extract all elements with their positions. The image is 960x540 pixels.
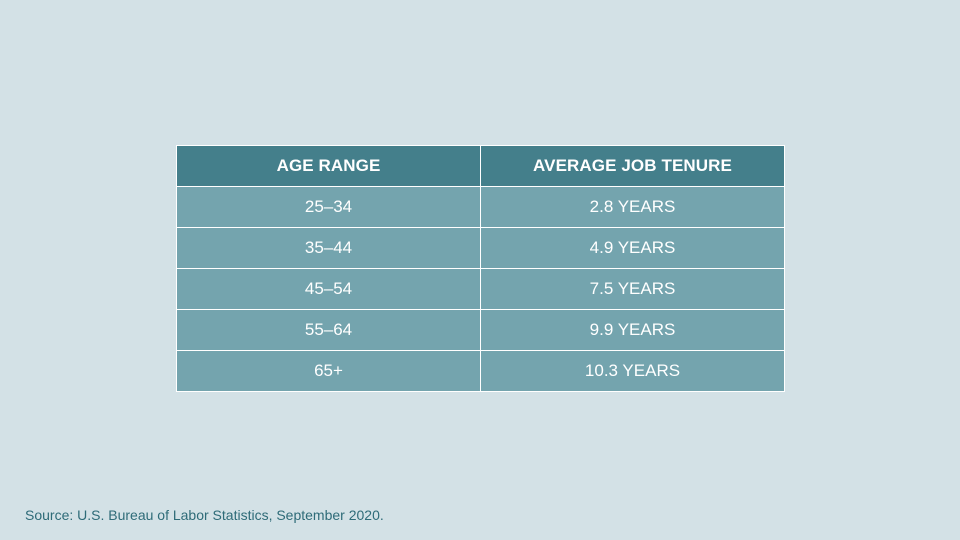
age-range-cell: 45–54 <box>176 268 481 310</box>
table-row: 55–64 9.9 YEARS <box>176 309 785 351</box>
table-row: 35–44 4.9 YEARS <box>176 227 785 269</box>
column-header-average-job-tenure: AVERAGE JOB TENURE <box>480 145 785 187</box>
table-row: 25–34 2.8 YEARS <box>176 186 785 228</box>
column-header-age-range: AGE RANGE <box>176 145 481 187</box>
job-tenure-cell: 2.8 YEARS <box>480 186 785 228</box>
table-row: 65+ 10.3 YEARS <box>176 350 785 392</box>
table-header-row: AGE RANGE AVERAGE JOB TENURE <box>176 145 785 187</box>
age-range-cell: 35–44 <box>176 227 481 269</box>
job-tenure-cell: 9.9 YEARS <box>480 309 785 351</box>
age-range-cell: 55–64 <box>176 309 481 351</box>
table-row: 45–54 7.5 YEARS <box>176 268 785 310</box>
job-tenure-cell: 7.5 YEARS <box>480 268 785 310</box>
job-tenure-table: AGE RANGE AVERAGE JOB TENURE 25–34 2.8 Y… <box>176 145 785 392</box>
age-range-cell: 65+ <box>176 350 481 392</box>
job-tenure-cell: 4.9 YEARS <box>480 227 785 269</box>
age-range-cell: 25–34 <box>176 186 481 228</box>
source-note: Source: U.S. Bureau of Labor Statistics,… <box>25 507 384 523</box>
job-tenure-cell: 10.3 YEARS <box>480 350 785 392</box>
